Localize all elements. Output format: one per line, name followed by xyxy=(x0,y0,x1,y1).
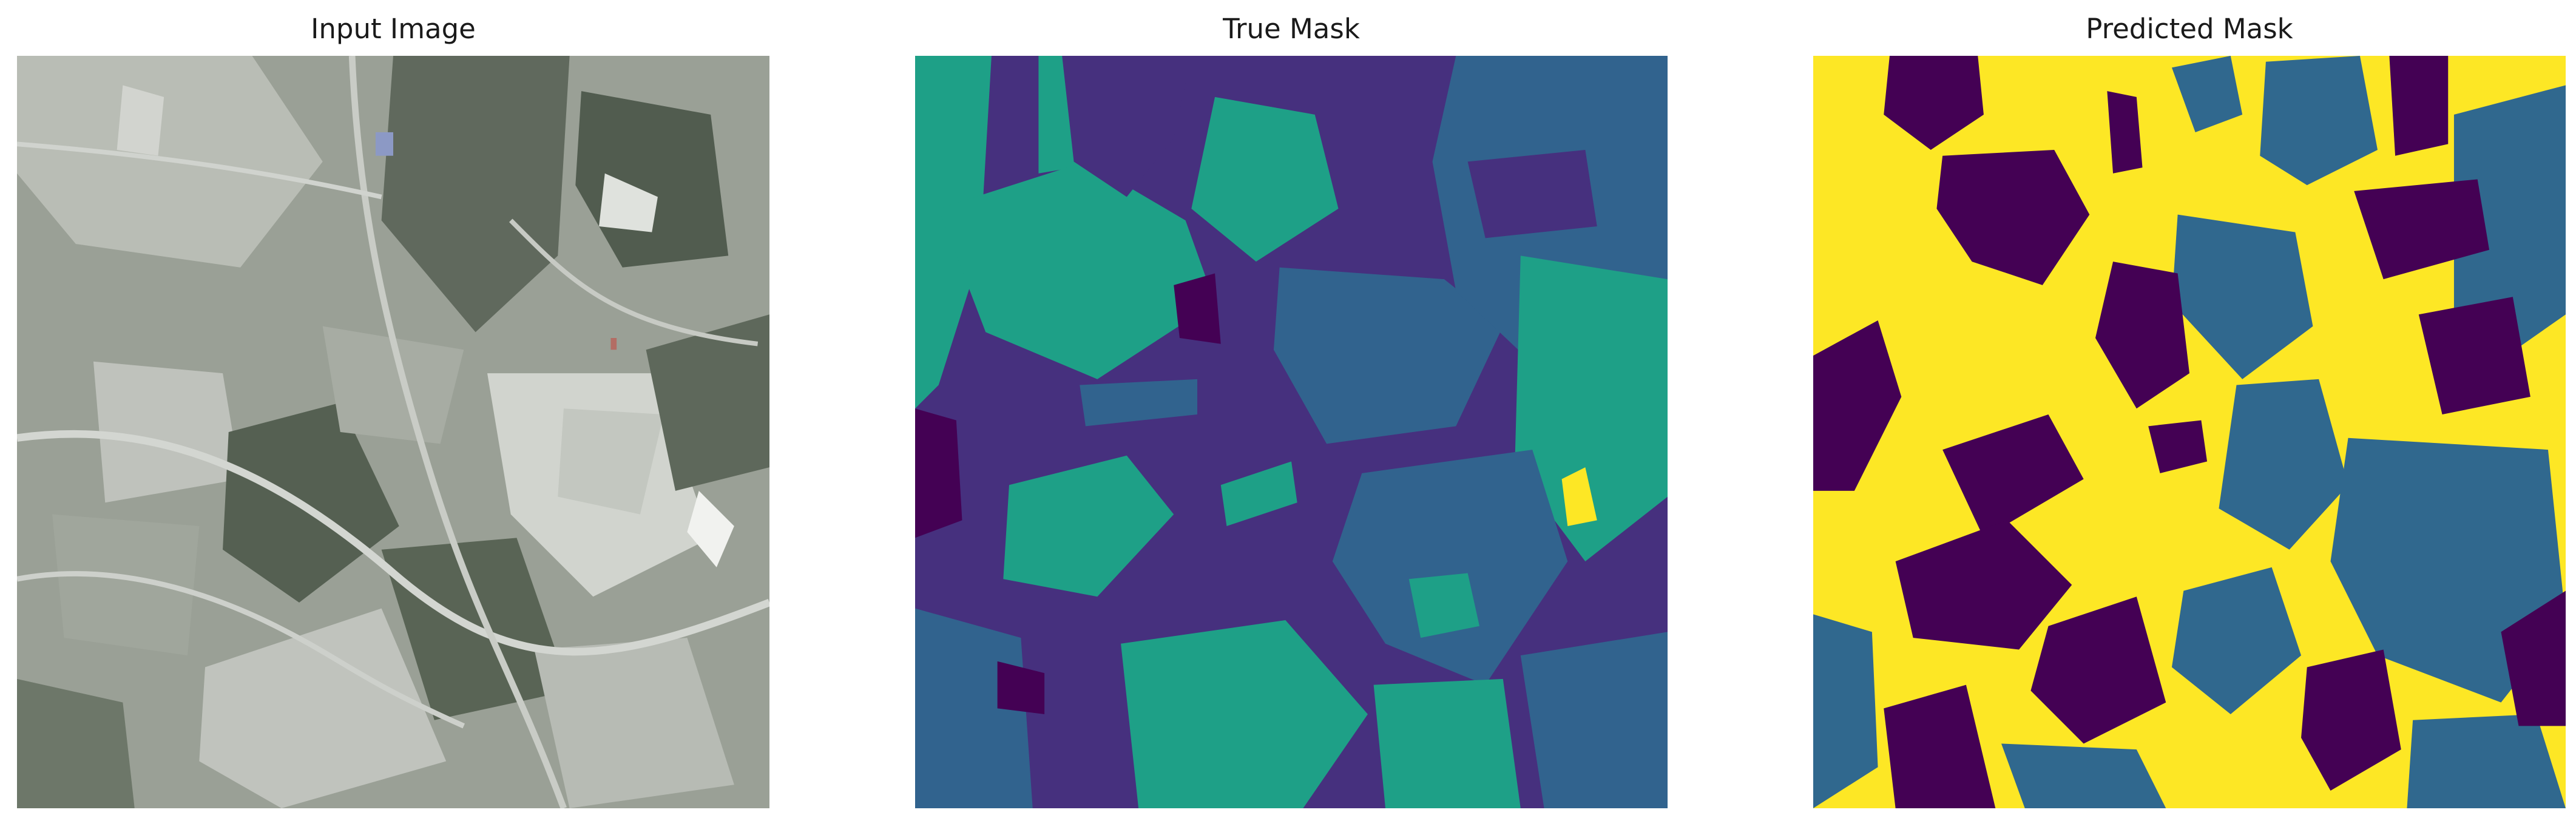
input-image xyxy=(17,56,769,808)
input-image-panel: Input Image xyxy=(17,0,769,821)
predicted-mask-title: Predicted Mask xyxy=(2086,13,2293,45)
predicted-mask-image xyxy=(1813,56,2566,808)
true-mask-image xyxy=(915,56,1668,808)
input-image-title: Input Image xyxy=(311,13,476,45)
true-mask-title: True Mask xyxy=(1223,13,1360,45)
predicted-mask-panel: Predicted Mask xyxy=(1813,0,2566,821)
true-mask-panel: True Mask xyxy=(915,0,1668,821)
